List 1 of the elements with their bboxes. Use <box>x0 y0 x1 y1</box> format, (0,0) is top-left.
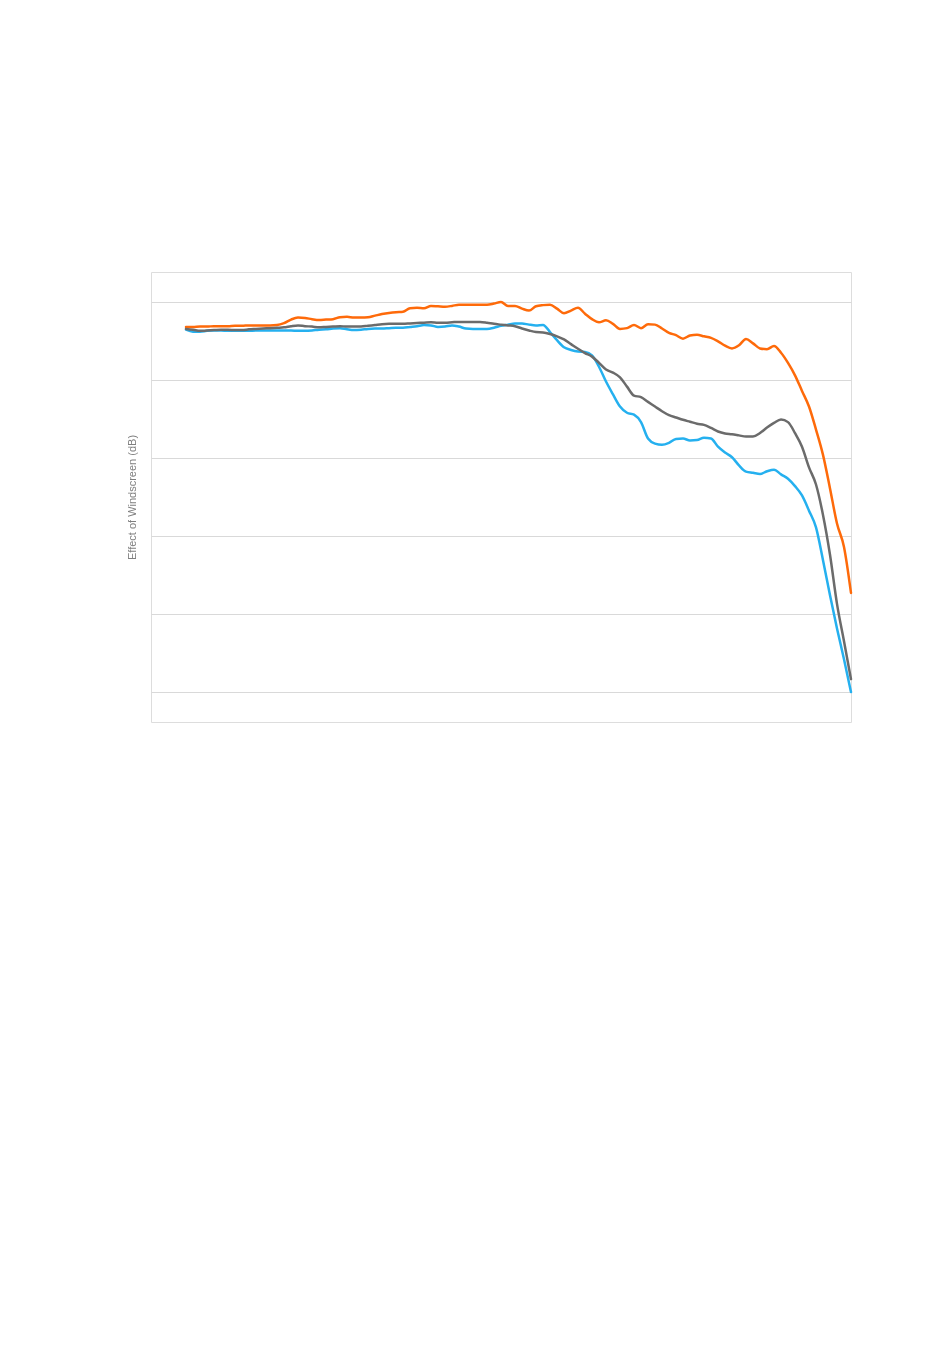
y-axis-title: Effect of Windscreen (dB) <box>125 434 138 561</box>
